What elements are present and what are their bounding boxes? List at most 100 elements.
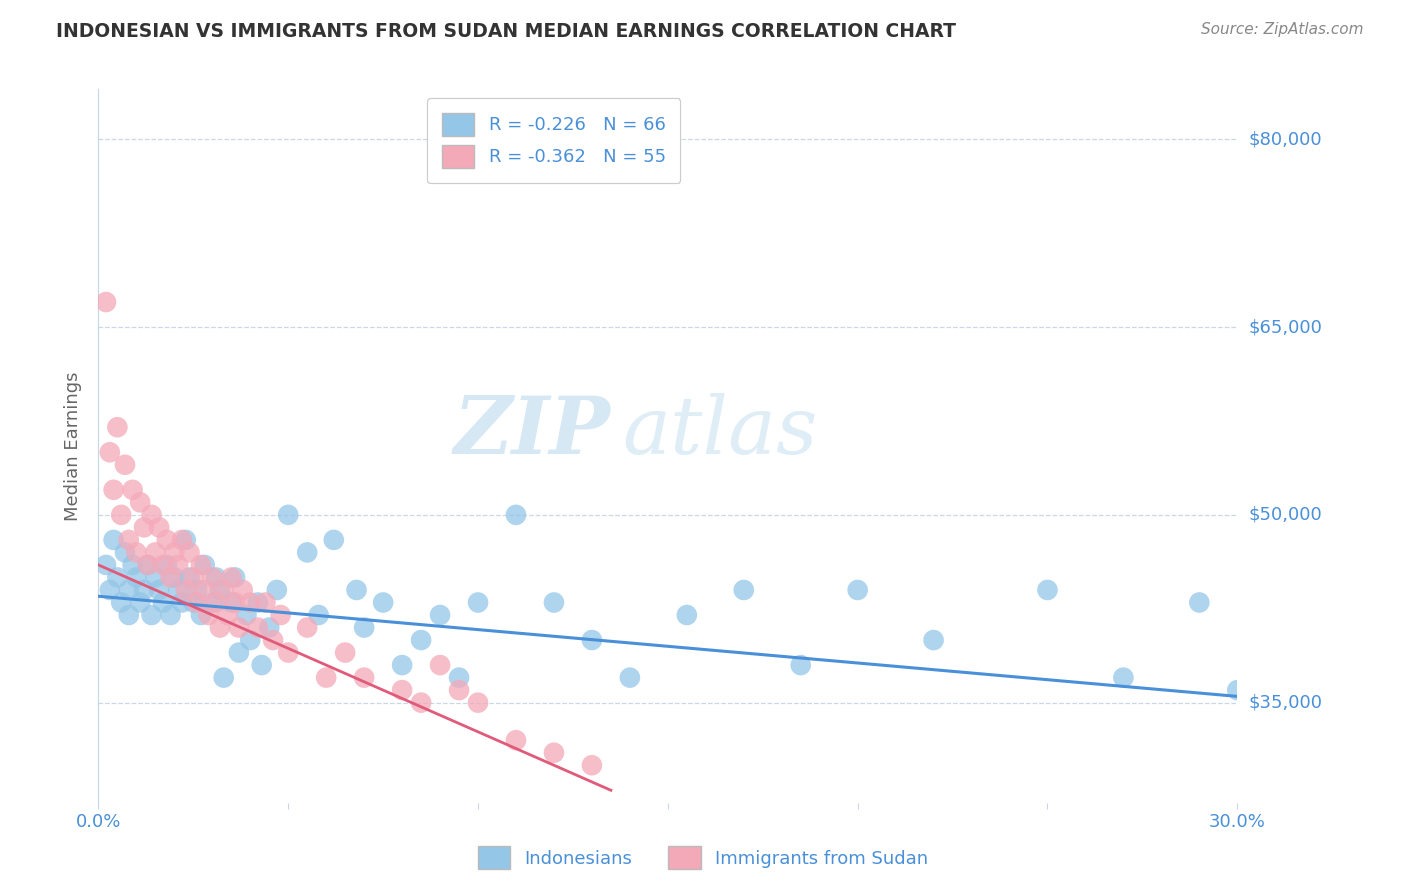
Text: $35,000: $35,000 [1249,694,1323,712]
Point [581,633,603,648]
Point [371,595,394,609]
Point [228,621,250,635]
Point [141,508,163,522]
Point [1226,683,1249,698]
Point [250,658,273,673]
Point [167,558,190,572]
Point [170,533,193,547]
Point [152,558,174,572]
Point [148,582,170,597]
Point [194,582,217,597]
Point [259,621,281,635]
Point [505,508,527,522]
Point [353,621,375,635]
Point [676,607,699,622]
Point [107,420,129,434]
Point [846,582,869,597]
Point [107,570,129,584]
Point [136,558,159,572]
Point [136,558,159,572]
Point [270,607,292,622]
Point [581,758,603,772]
Point [212,582,235,597]
Point [429,607,451,622]
Point [246,595,269,609]
Point [156,558,179,572]
Point [315,671,337,685]
Point [790,658,813,673]
Point [619,671,641,685]
Point [121,483,143,497]
Point [110,595,132,609]
Point [235,607,257,622]
Point [205,570,228,584]
Text: $65,000: $65,000 [1249,318,1322,336]
Point [183,595,205,609]
Point [1112,671,1135,685]
Point [163,545,186,559]
Text: Source: ZipAtlas.com: Source: ZipAtlas.com [1201,22,1364,37]
Point [391,658,413,673]
Point [277,646,299,660]
Point [118,582,141,597]
Point [121,558,143,572]
Point [145,545,167,559]
Point [132,520,155,534]
Point [145,570,167,584]
Point [114,458,136,472]
Point [467,595,489,609]
Point [103,483,125,497]
Point [411,633,433,648]
Point [125,570,148,584]
Point [391,683,413,698]
Point [118,607,141,622]
Point [186,582,208,597]
Point [505,733,527,747]
Point [159,607,181,622]
Y-axis label: Median Earnings: Median Earnings [65,371,83,521]
Point [543,746,565,760]
Point [174,582,197,597]
Point [224,595,246,609]
Point [170,595,193,609]
Point [197,607,219,622]
Point [114,545,136,559]
Point [221,595,243,609]
Point [201,570,224,584]
Point [297,545,319,559]
Point [335,646,357,660]
Point [205,595,228,609]
Point [148,520,170,534]
Point [297,621,319,635]
Point [221,570,243,584]
Point [94,558,117,572]
Point [1188,595,1211,609]
Point [208,582,231,597]
Legend: Indonesians, Immigrants from Sudan: Indonesians, Immigrants from Sudan [468,838,938,879]
Point [212,671,235,685]
Point [246,621,269,635]
Point [190,607,212,622]
Point [262,633,284,648]
Point [98,582,121,597]
Point [152,595,174,609]
Point [167,582,190,597]
Point [159,570,181,584]
Point [141,607,163,622]
Point [110,508,132,522]
Point [194,558,217,572]
Point [174,533,197,547]
Point [156,533,179,547]
Text: $80,000: $80,000 [1249,130,1322,148]
Point [179,545,201,559]
Point [449,683,471,698]
Point [129,595,152,609]
Point [232,582,254,597]
Point [922,633,945,648]
Point [186,595,208,609]
Text: ZIP: ZIP [454,393,612,470]
Point [217,607,239,622]
Point [201,595,224,609]
Point [208,621,231,635]
Point [322,533,344,547]
